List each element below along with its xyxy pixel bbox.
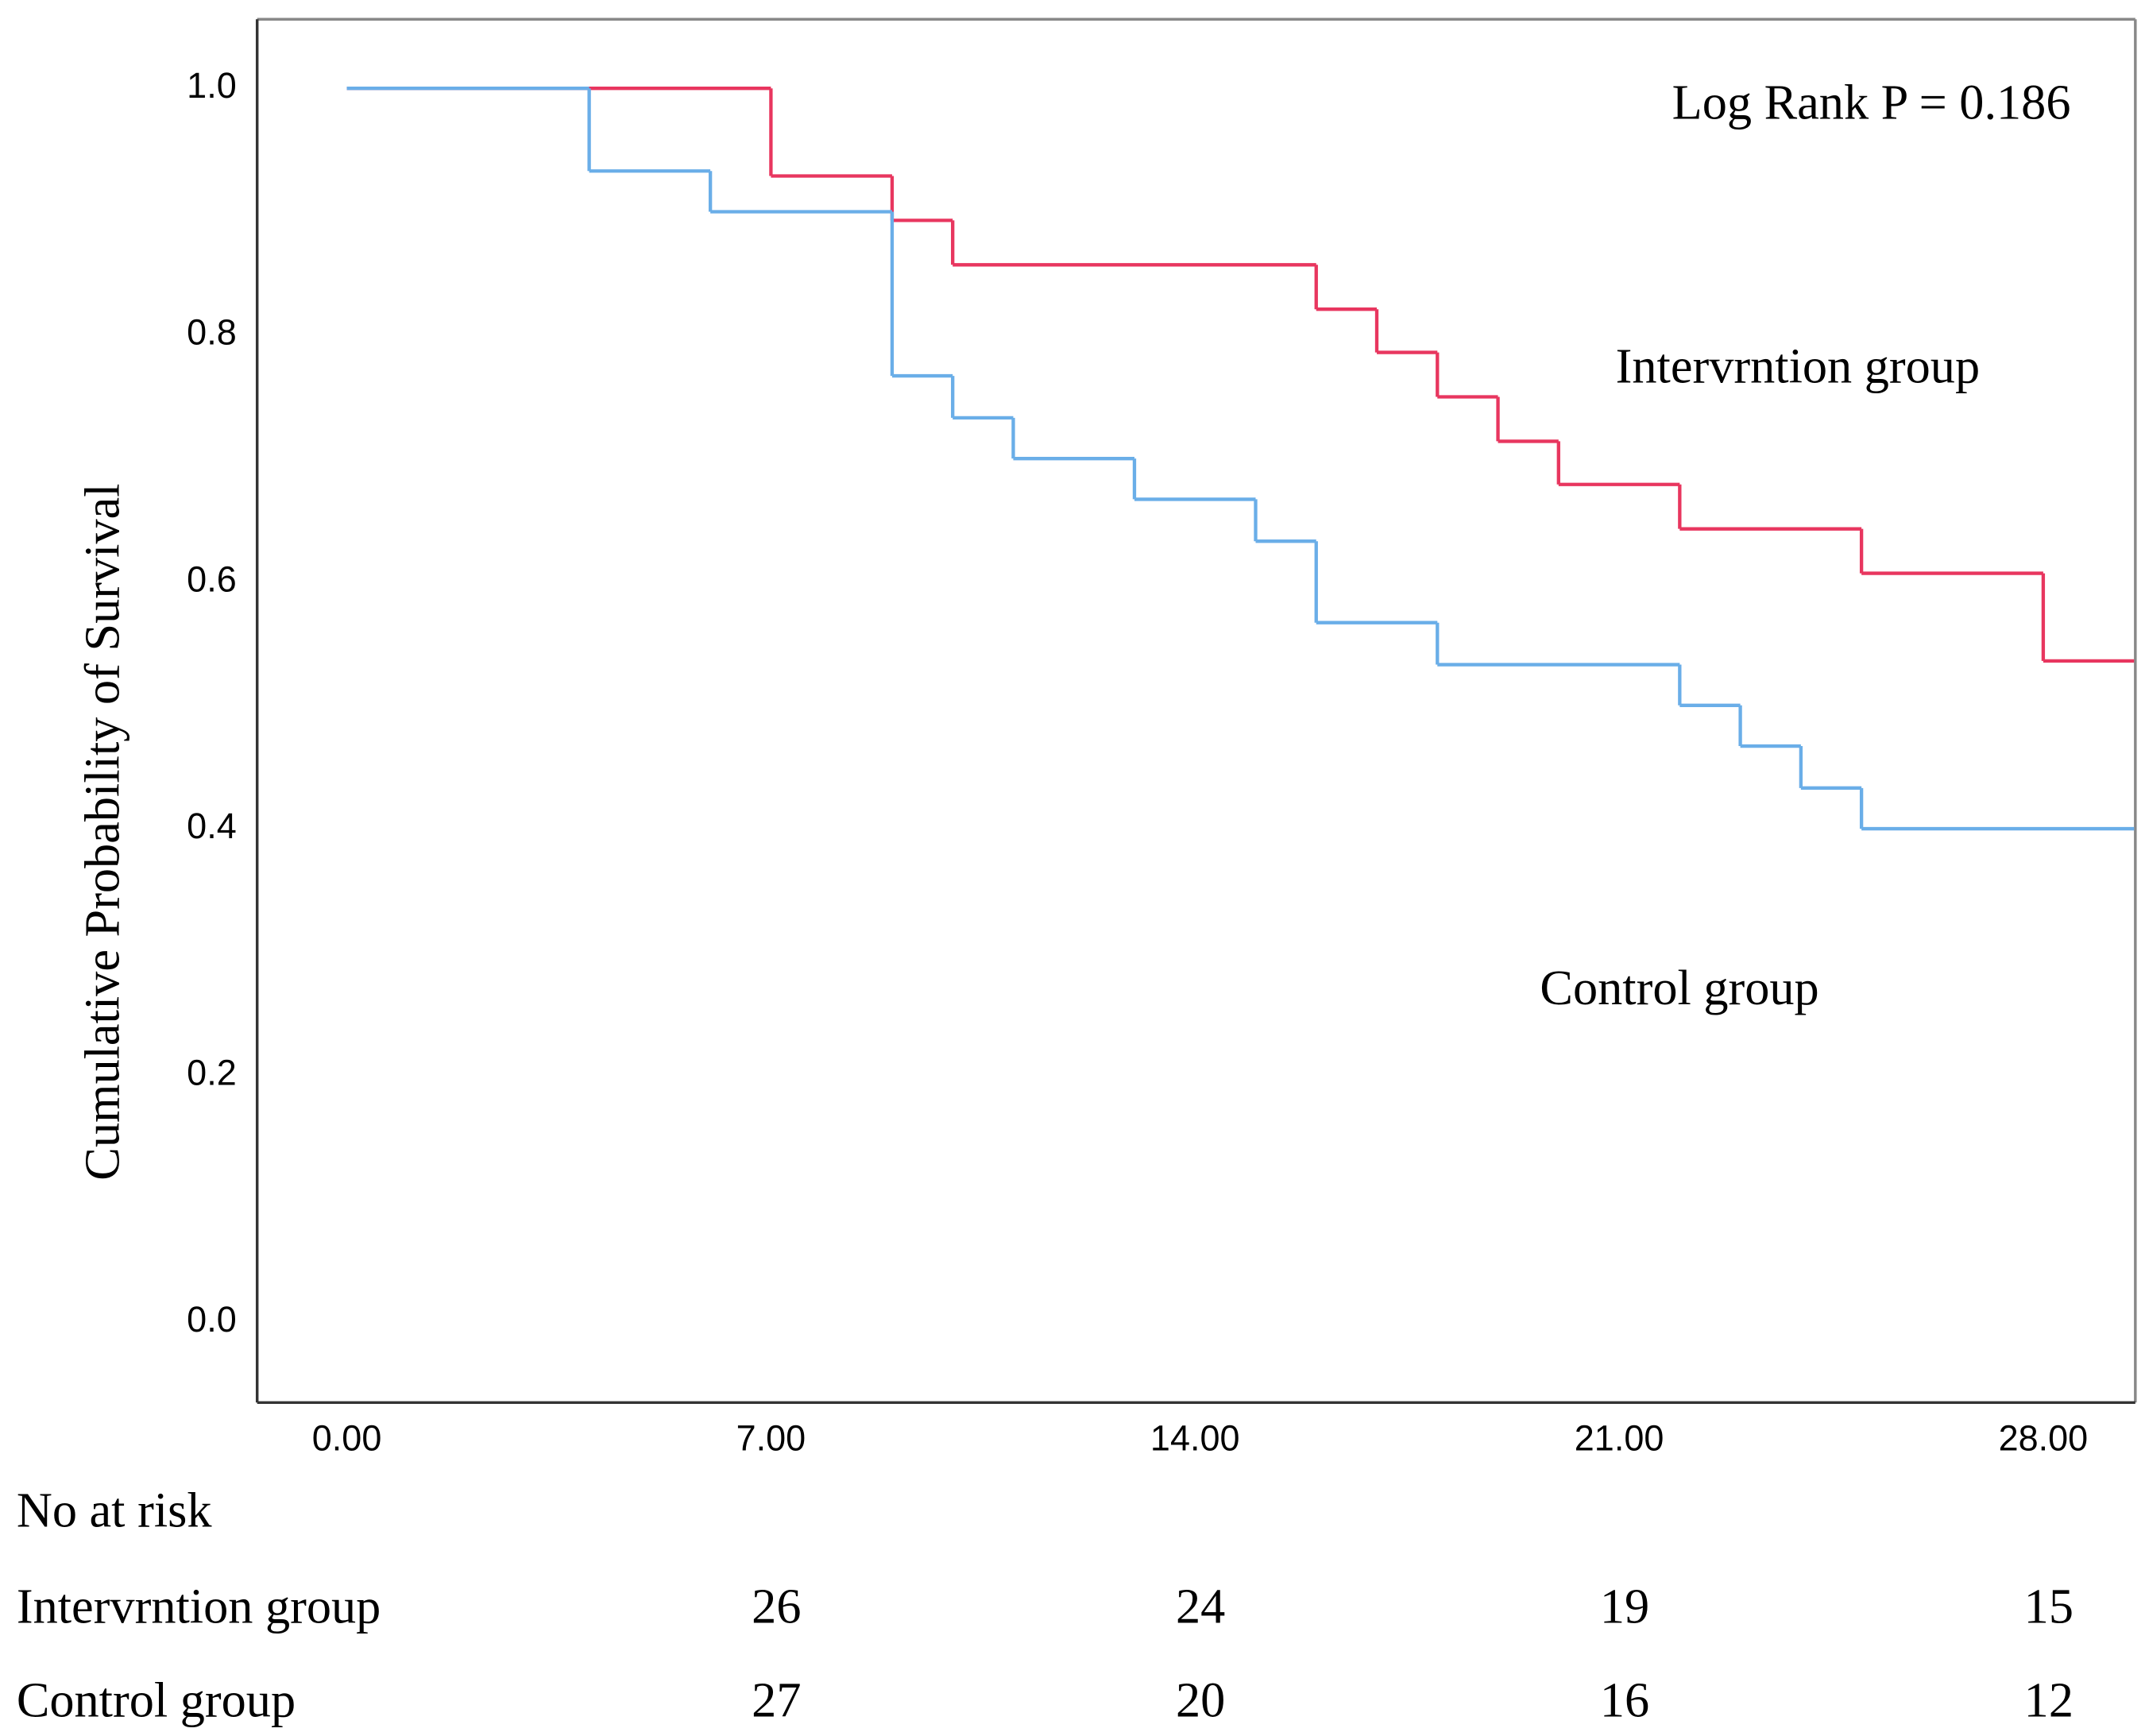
y-tick-label: 0.6 [187, 559, 237, 599]
y-tick-label: 0.0 [187, 1299, 237, 1340]
risk-value: 16 [1600, 1672, 1649, 1727]
risk-value: 19 [1600, 1579, 1649, 1634]
x-tick-label: 14.00 [1150, 1418, 1240, 1459]
risk-value: 26 [752, 1579, 801, 1634]
y-tick-label: 1.0 [187, 65, 237, 106]
y-tick-label: 0.2 [187, 1053, 237, 1093]
risk-value: 24 [1176, 1579, 1225, 1634]
y-tick-label: 0.4 [187, 806, 237, 846]
risk-value: 15 [2024, 1579, 2074, 1634]
series-label: Intervrntion group [1616, 339, 1980, 394]
x-tick-label: 7.00 [736, 1418, 806, 1459]
y-axis-label: Cumulative Probability of Survival [75, 483, 129, 1180]
risk-value: 20 [1176, 1672, 1225, 1727]
risk-row-label: Control group [17, 1672, 296, 1727]
risk-title: No at risk [17, 1483, 213, 1538]
risk-value: 12 [2024, 1672, 2074, 1727]
x-tick-label: 0.00 [312, 1418, 382, 1459]
risk-value: 27 [752, 1672, 801, 1727]
x-tick-label: 21.00 [1575, 1418, 1664, 1459]
series-label: Control group [1540, 961, 1818, 1015]
annotation: Log Rank P = 0.186 [1672, 75, 2071, 130]
x-tick-label: 28.00 [1999, 1418, 2089, 1459]
risk-row-label: Intervrntion group [17, 1579, 381, 1634]
y-tick-label: 0.8 [187, 312, 237, 353]
